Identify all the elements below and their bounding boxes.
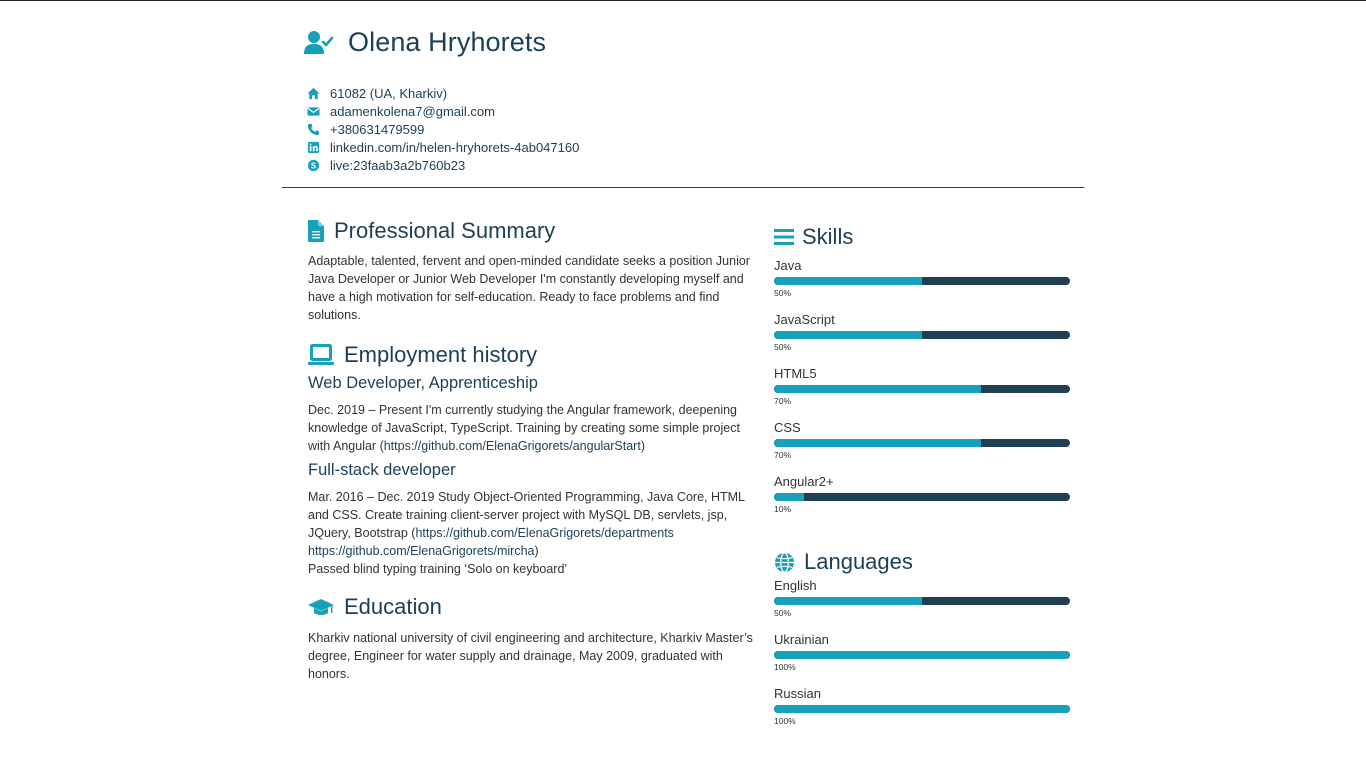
graduation-cap-icon	[308, 597, 334, 617]
education-title: Education	[344, 594, 442, 620]
education-text: Kharkiv national university of civil eng…	[308, 629, 754, 683]
svg-text:S: S	[310, 161, 315, 170]
skill-bar	[774, 331, 1070, 339]
skill-label: Angular2+	[774, 474, 1070, 490]
laptop-icon	[308, 344, 334, 366]
skill-label: CSS	[774, 420, 1070, 436]
skill-label: HTML5	[774, 366, 1070, 382]
skill-percent: 70%	[774, 396, 1070, 406]
skype-text[interactable]: live:23faab3a2b760b23	[330, 158, 465, 173]
skill-bar-fill	[774, 439, 981, 447]
job-description-2-tail: )	[535, 544, 539, 558]
language-label: English	[774, 578, 1070, 594]
mail-icon	[306, 105, 320, 119]
document-icon	[308, 220, 324, 242]
languages-title: Languages	[804, 549, 913, 575]
education-heading: Education	[308, 592, 754, 622]
language-bar	[774, 597, 1070, 605]
contact-address: 61082 (UA, Kharkiv)	[306, 85, 579, 103]
skill-bar	[774, 385, 1070, 393]
languages-heading: Languages	[774, 548, 1070, 576]
contact-skype[interactable]: S live:23faab3a2b760b23	[306, 156, 579, 174]
job-description-2: Mar. 2016 – Dec. 2019 Study Object-Orien…	[308, 488, 754, 578]
job-title-1: Web Developer, Apprenticeship	[308, 374, 754, 393]
phone-text[interactable]: +380631479599	[330, 122, 424, 137]
skill-bar-fill	[774, 277, 922, 285]
language-bar-fill	[774, 651, 1070, 659]
skill-bar-fill	[774, 385, 981, 393]
skill-percent: 50%	[774, 288, 1070, 298]
candidate-name: Olena Hryhorets	[348, 27, 546, 58]
list-icon	[774, 228, 794, 246]
home-icon	[306, 87, 320, 101]
skill-angular: Angular2+ 10%	[774, 474, 1070, 528]
language-label: Ukrainian	[774, 632, 1070, 648]
summary-text: Adaptable, talented, fervent and open-mi…	[308, 252, 754, 324]
job-description-1: Dec. 2019 – Present I'm currently studyi…	[308, 401, 754, 455]
contact-email[interactable]: adamenkolena7@gmail.com	[306, 103, 579, 121]
skill-css: CSS 70%	[774, 420, 1070, 474]
resume-page: Olena Hryhorets 61082 (UA, Kharkiv) adam…	[282, 1, 1084, 768]
employment-heading: Employment history	[308, 340, 754, 370]
skills-list: Java 50% JavaScript 50% HTML5 70% CSS 70…	[774, 258, 1070, 528]
skill-bar	[774, 439, 1070, 447]
language-percent: 100%	[774, 662, 1070, 672]
skill-percent: 50%	[774, 342, 1070, 352]
language-label: Russian	[774, 686, 1070, 702]
main-column: Professional Summary Adaptable, talented…	[308, 217, 754, 683]
user-check-icon	[304, 30, 334, 56]
mircha-link[interactable]: https://github.com/ElenaGrigorets/mircha	[308, 544, 535, 558]
contact-list: 61082 (UA, Kharkiv) adamenkolena7@gmail.…	[306, 85, 579, 174]
skill-bar-fill	[774, 493, 804, 501]
skills-title: Skills	[802, 224, 853, 250]
employment-title: Employment history	[344, 342, 537, 368]
skill-javascript: JavaScript 50%	[774, 312, 1070, 366]
summary-title: Professional Summary	[334, 218, 555, 244]
job-description-1-tail: )	[641, 439, 645, 453]
departments-link[interactable]: https://github.com/ElenaGrigorets/depart…	[415, 526, 673, 540]
skill-percent: 70%	[774, 450, 1070, 460]
angular-start-link[interactable]: https://github.com/ElenaGrigorets/angula…	[384, 439, 641, 453]
phone-icon	[306, 122, 320, 136]
skill-html5: HTML5 70%	[774, 366, 1070, 420]
resume-header: Olena Hryhorets 61082 (UA, Kharkiv) adam…	[282, 1, 1084, 188]
name-row: Olena Hryhorets	[304, 27, 546, 58]
language-bar-fill	[774, 705, 1070, 713]
language-percent: 100%	[774, 716, 1070, 726]
skill-bar-fill	[774, 331, 922, 339]
skill-bar	[774, 493, 1070, 501]
language-russian: Russian 100%	[774, 686, 1070, 740]
job-title-2: Full-stack developer	[308, 461, 754, 480]
language-bar-fill	[774, 597, 922, 605]
language-bar	[774, 705, 1070, 713]
linkedin-text[interactable]: linkedin.com/in/helen-hryhorets-4ab04716…	[330, 140, 579, 155]
skill-java: Java 50%	[774, 258, 1070, 312]
skill-bar	[774, 277, 1070, 285]
language-percent: 50%	[774, 608, 1070, 618]
skill-label: JavaScript	[774, 312, 1070, 328]
sidebar-column: Skills Java 50% JavaScript 50% HTML5 70%…	[774, 223, 1070, 740]
job-description-2-extra: Passed blind typing training ‘Solo on ke…	[308, 562, 567, 576]
skype-icon: S	[306, 158, 320, 172]
summary-heading: Professional Summary	[308, 217, 754, 245]
email-text[interactable]: adamenkolena7@gmail.com	[330, 104, 495, 119]
skills-heading: Skills	[774, 223, 1070, 251]
language-english: English 50%	[774, 578, 1070, 632]
skill-label: Java	[774, 258, 1070, 274]
address-text: 61082 (UA, Kharkiv)	[330, 86, 447, 101]
skill-percent: 10%	[774, 504, 1070, 514]
linkedin-icon	[306, 140, 320, 154]
language-ukrainian: Ukrainian 100%	[774, 632, 1070, 686]
language-bar	[774, 651, 1070, 659]
contact-linkedin[interactable]: linkedin.com/in/helen-hryhorets-4ab04716…	[306, 138, 579, 156]
languages-list: English 50% Ukrainian 100% Russian 100%	[774, 578, 1070, 740]
contact-phone[interactable]: +380631479599	[306, 121, 579, 139]
globe-icon	[774, 552, 795, 573]
